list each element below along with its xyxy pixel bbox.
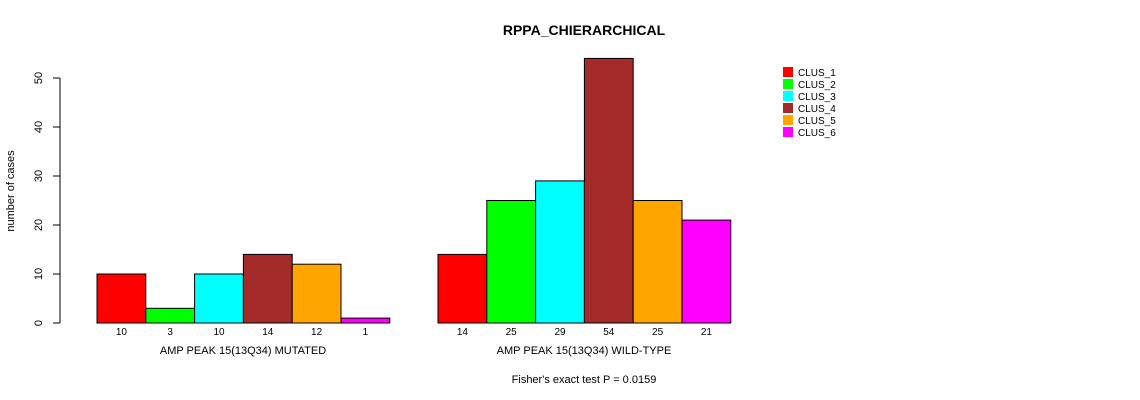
legend-label: CLUS_3 [798, 92, 836, 103]
group-label-mutated: AMP PEAK 15(13Q34) MUTATED [160, 345, 326, 357]
legend-label: CLUS_1 [798, 68, 836, 79]
legend-label: CLUS_2 [798, 80, 836, 91]
y-tick-label: 10 [33, 268, 45, 280]
bar-count-label: 12 [311, 327, 323, 338]
y-tick-label: 20 [33, 219, 45, 231]
legend-label: CLUS_4 [798, 104, 836, 115]
bar-count-label: 29 [554, 327, 566, 338]
count-labels: 10 3 10 14 12 1 14 25 29 54 25 21 [116, 327, 713, 338]
bar-count-label: 25 [506, 327, 518, 338]
y-axis-label: number of cases [5, 150, 17, 232]
legend-swatch [783, 67, 793, 77]
legend-swatch [783, 127, 793, 137]
legend-swatch [783, 79, 793, 89]
bar-clus-5 [291, 263, 342, 324]
bar-clus-1 [437, 253, 488, 324]
bar-count-label: 25 [652, 327, 664, 338]
legend-swatch [783, 91, 793, 101]
bar-clus-3 [535, 180, 585, 324]
y-axis: 0 10 20 30 40 50 [33, 72, 61, 326]
legend-swatch [783, 103, 793, 113]
bar-clus-6 [681, 219, 732, 324]
bar-count-label: 10 [213, 327, 225, 338]
chart-title: RPPA_CHIERARCHICAL [503, 22, 666, 38]
bar-count-label: 10 [116, 327, 128, 338]
bar-clus-6 [340, 317, 391, 324]
legend-swatch [783, 115, 793, 125]
legend-label: CLUS_6 [798, 128, 836, 139]
y-tick-label: 30 [33, 170, 45, 182]
bar-count-label: 3 [167, 327, 173, 338]
y-tick-label: 0 [33, 320, 45, 326]
bar-clus-4 [242, 253, 293, 324]
bar-clus-2 [145, 307, 196, 324]
y-tick-label: 40 [33, 121, 45, 133]
bar-clus-2 [486, 200, 537, 324]
bar-clus-3 [194, 273, 244, 324]
bar-count-label: 14 [457, 327, 469, 338]
bar-clus-1 [96, 273, 147, 324]
bars [96, 57, 732, 324]
legend-label: CLUS_5 [798, 116, 836, 127]
bar-count-label: 1 [363, 327, 369, 338]
bar-count-label: 54 [603, 327, 615, 338]
bar-clus-5 [632, 200, 683, 324]
bar-count-label: 21 [701, 327, 713, 338]
group-label-wild-type: AMP PEAK 15(13Q34) WILD-TYPE [497, 345, 672, 357]
y-tick-label: 50 [33, 72, 45, 84]
bar-clus-4 [583, 57, 634, 324]
bar-count-label: 14 [262, 327, 274, 338]
fisher-test-footnote: Fisher's exact test P = 0.0159 [512, 374, 657, 386]
